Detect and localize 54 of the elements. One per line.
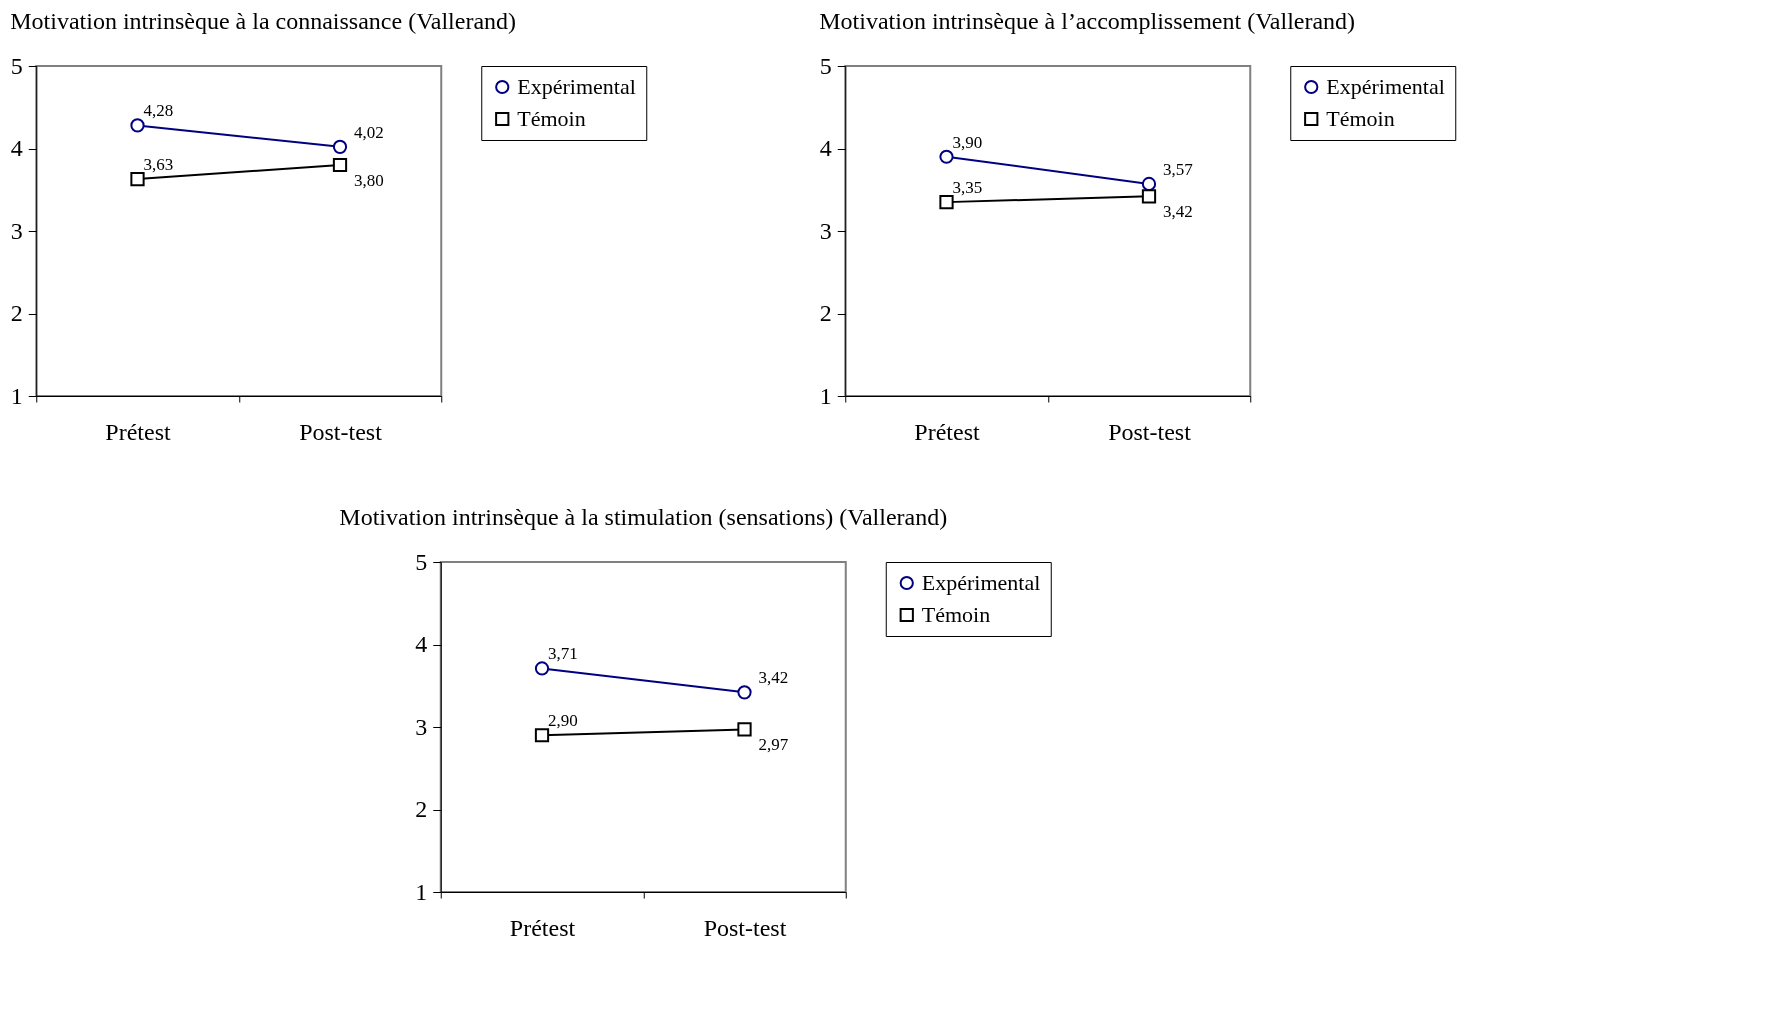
point [534,661,550,676]
data-label: 3,71 [548,644,578,664]
data-label: 3,90 [952,132,983,152]
chart-title: Motivation intrinsèque à la connaissance (Vallerand) [10,8,517,34]
data-label: 2,97 [758,735,789,755]
data-label: 3,42 [758,668,789,688]
x-tick-label: Prétest [509,914,576,941]
legend-label: Témoin [921,602,991,627]
point [737,722,752,737]
legend-label: Expérimental [921,570,1041,595]
data-label: 3,80 [354,171,384,190]
data-label: 2,90 [548,711,578,731]
y-tick-label: 4 [10,135,23,161]
data-label: 4,28 [143,101,174,121]
point [130,171,145,187]
point [130,118,145,133]
y-tick-label: 2 [415,796,428,822]
y-tick-label: 3 [10,217,23,244]
data-label: 3,57 [1163,159,1194,179]
data-label: 3,42 [1163,202,1193,222]
point [939,149,954,164]
point [332,139,348,154]
point [1141,189,1157,204]
x-tick-label: Post-test [299,418,383,445]
point [1141,176,1157,192]
y-tick-label: 1 [415,878,428,905]
point [939,195,954,210]
chart-title: Motivation intrinsèque à l’accomplissement (Vallerand) [819,8,1356,34]
y-tick-label: 5 [415,548,428,575]
y-tick-label: 3 [819,217,832,244]
data-label: 3,35 [952,178,983,198]
y-tick-label: 1 [10,382,23,409]
y-tick-label: 3 [415,713,428,740]
y-tick-label: 1 [819,382,832,409]
y-tick-label: 4 [415,631,428,657]
point [332,157,348,173]
point [737,685,752,700]
data-label: 4,02 [354,122,384,142]
y-tick-label: 2 [10,300,23,326]
point [534,728,550,743]
x-tick-label: Post-test [1108,418,1192,445]
legend-label: Expérimental [1326,74,1445,99]
x-tick-label: Prétest [914,418,980,445]
y-tick-label: 5 [819,52,832,79]
data-label: 3,63 [143,155,174,175]
legend-label: Témoin [517,106,586,131]
legend-label: Témoin [1326,106,1395,131]
x-tick-label: Post-test [703,914,787,941]
x-tick-label: Prétest [105,418,171,445]
y-tick-label: 2 [819,300,832,326]
y-tick-label: 4 [819,135,832,161]
legend-label: Expérimental [517,74,636,99]
chart-title: Motivation intrinsèque à la stimulation (sensations) (Vallerand) [339,504,948,530]
y-tick-label: 5 [10,52,23,79]
